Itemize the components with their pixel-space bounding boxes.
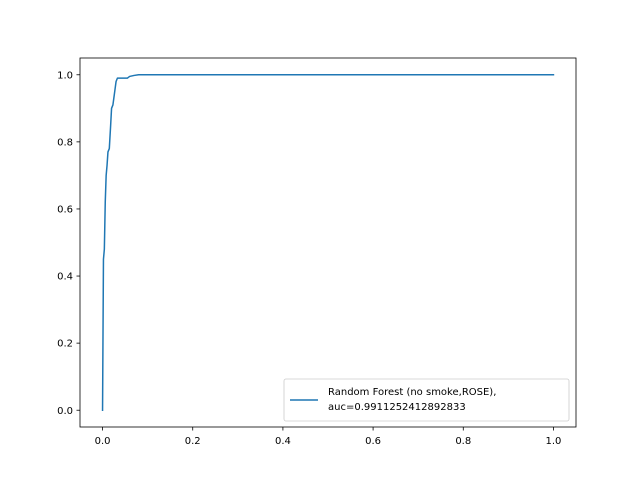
x-tick-label: 0.6 xyxy=(365,436,381,447)
legend-label-line: Random Forest (no smoke,ROSE), xyxy=(328,387,496,398)
legend-label: Random Forest (no smoke,ROSE), auc=0.9911… xyxy=(328,387,496,413)
x-tick-label: 0.4 xyxy=(275,436,291,447)
y-tick-label: 0.6 xyxy=(57,205,73,216)
x-tick-label: 1.0 xyxy=(546,436,562,447)
y-tick-label: 0.8 xyxy=(57,137,73,148)
series-line-0 xyxy=(101,74,555,411)
legend: Random Forest (no smoke,ROSE), auc=0.9911… xyxy=(283,378,570,422)
x-tick-label: 0.2 xyxy=(185,436,201,447)
legend-label-line: auc=0.9911252412892833 xyxy=(328,402,466,413)
axes-layer: 0.0 0.2 0.4 0.6 0.8 1.0 0.0 0.2 0.4 0.6 0.8 1.0 xyxy=(57,57,577,447)
y-tick-label: 0.4 xyxy=(57,272,73,283)
series-layer xyxy=(101,74,555,411)
y-tick-label: 0.2 xyxy=(57,339,73,350)
y-tick-label: 1.0 xyxy=(57,70,73,81)
legend-box xyxy=(283,378,570,422)
x-tick-label: 0.0 xyxy=(95,436,111,447)
axes-frame xyxy=(79,57,577,428)
y-tick-label: 0.0 xyxy=(57,406,73,417)
x-tick-label: 0.8 xyxy=(455,436,471,447)
